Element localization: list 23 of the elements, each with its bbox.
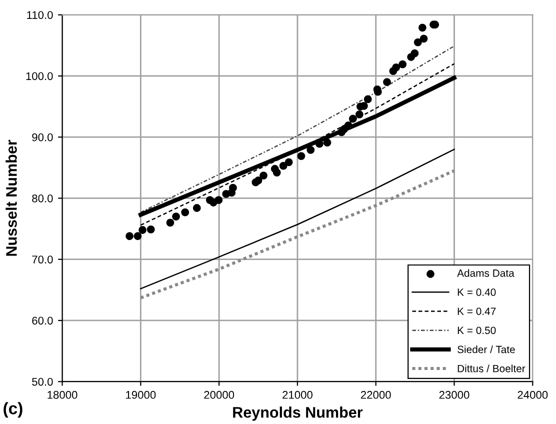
y-tick-label: 80.0 bbox=[32, 194, 53, 202]
x-tick-label: 20000 bbox=[204, 390, 234, 399]
text: (c) bbox=[4, 402, 22, 418]
x-tick-label: 21000 bbox=[282, 390, 312, 399]
legend-label: K = 0.47 bbox=[458, 308, 496, 315]
y-tick-label: 90.0 bbox=[32, 133, 53, 142]
y-tick-label: 100.0 bbox=[26, 72, 53, 80]
legend-label: Dittus / Boelter bbox=[458, 364, 526, 372]
x-tick-label: 19000 bbox=[126, 390, 156, 399]
y-tick-label: 110.0 bbox=[27, 11, 53, 19]
x-tick-label: 24000 bbox=[518, 390, 548, 399]
x-tick-label: 22000 bbox=[360, 390, 391, 399]
y-tick-label: 60.0 bbox=[32, 316, 53, 325]
x-tick-label: 18000 bbox=[48, 390, 78, 399]
legend-label: K = 0.50 bbox=[458, 326, 496, 334]
legend-label: Adams Data bbox=[457, 269, 514, 277]
x-tick-label: 23000 bbox=[439, 390, 470, 399]
y-tick-label: 50.0 bbox=[32, 378, 53, 386]
x-axis-title: Reynolds Number bbox=[233, 406, 363, 421]
legend-label: Sieder / Tate bbox=[458, 346, 515, 354]
y-axis-title: Nusselt Number bbox=[6, 140, 17, 256]
legend-label: K = 0.40 bbox=[458, 288, 496, 296]
y-tick-label: 70.0 bbox=[32, 256, 53, 264]
